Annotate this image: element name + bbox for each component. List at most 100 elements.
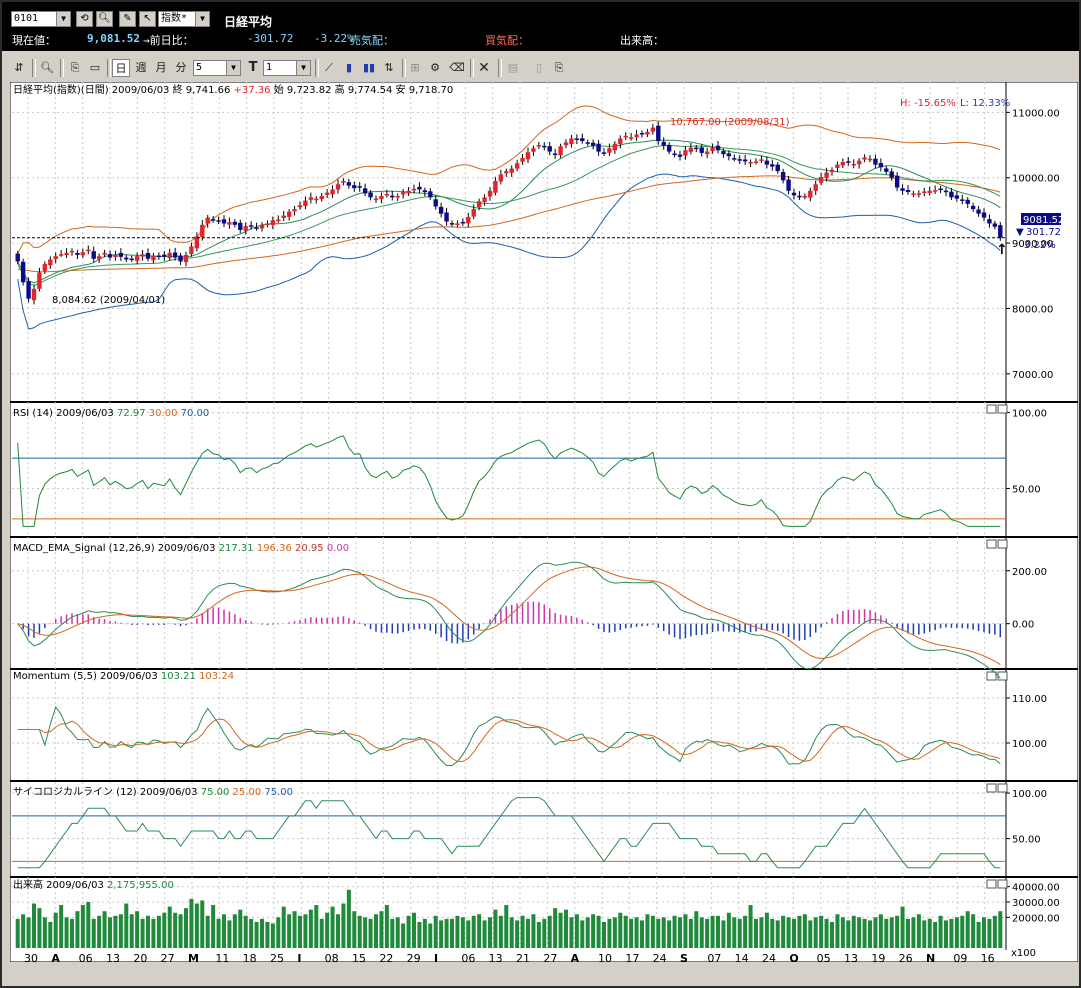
volume-bar: [857, 917, 862, 948]
volume-bar: [824, 918, 829, 948]
candle-body: [802, 196, 808, 198]
volume-bar: [509, 917, 514, 948]
volume-bar: [417, 921, 422, 948]
index-type-combo[interactable]: 指数* ▼: [158, 11, 210, 27]
momentum-panel-title: Momentum (5,5) 2009/06/03 103.21 103.24: [13, 671, 234, 682]
volume-bar: [21, 914, 26, 948]
chevron-down-icon[interactable]: ▼: [226, 61, 240, 75]
candle-body: [829, 169, 835, 173]
candle-body: [672, 153, 677, 156]
volume-bar: [118, 914, 123, 948]
x-axis-tick-label: 09: [953, 952, 967, 962]
candle-body: [314, 198, 319, 201]
x-axis-tick-label: S: [680, 952, 688, 962]
candle-body: [487, 190, 493, 197]
minute-select[interactable]: 5 ▼: [193, 60, 241, 76]
last-change-arrow-icon: ▼: [1016, 227, 1024, 238]
candle-body: [780, 171, 786, 181]
volume-bar: [86, 902, 91, 948]
x-axis-tick-label: 29: [407, 952, 421, 962]
candle-mode-icon[interactable]: ⇵: [14, 61, 24, 74]
period-month-button[interactable]: 月: [155, 61, 167, 74]
x-axis-tick-label: 30: [24, 952, 38, 962]
code-combo[interactable]: 0101 ▼: [11, 11, 71, 27]
export-icon[interactable]: ⎘: [554, 61, 564, 74]
y-axis-tick-label: 0.00: [1012, 620, 1034, 631]
volume-bar: [287, 914, 292, 948]
x-axis-tick-label: 13: [489, 952, 503, 962]
grid-lines: [10, 82, 1078, 950]
x-axis-tick-label: 16: [981, 952, 995, 962]
volume-bar: [553, 908, 558, 948]
volume-bar: [906, 918, 910, 948]
period-week-button[interactable]: 週: [135, 61, 147, 74]
candle-body: [466, 216, 471, 224]
candle-body: [552, 153, 558, 156]
close-icon: [997, 879, 1008, 889]
x-axis-tick-label: 24: [653, 952, 667, 962]
x-axis-tick-label: 25: [270, 952, 284, 962]
zoom-icon[interactable]: 🔍︎: [40, 61, 54, 74]
refresh-icon[interactable]: ⟲: [76, 11, 93, 27]
period-day-button[interactable]: 日: [112, 59, 130, 77]
candle-body: [31, 288, 37, 301]
y-axis-tick-label: 7000.00: [1012, 370, 1053, 381]
pointer-icon[interactable]: ↖: [139, 11, 156, 27]
close-icon[interactable]: ✕: [478, 60, 490, 76]
volume-label: 出来高：: [620, 34, 664, 47]
chart-toolbar: ⇵ 🔍︎ ⎘ ▭ 日 週 月 分 5 ▼ T 1 ▼ ⟋ ▮ ▮▮ ⇅ ⊞ ⚙ …: [2, 54, 1079, 82]
eraser-icon[interactable]: ⌫: [449, 61, 465, 74]
candle-body: [341, 180, 346, 183]
search-icon[interactable]: 🔍︎: [96, 11, 113, 27]
volume-bar: [618, 912, 623, 948]
volume-bar: [488, 917, 492, 948]
candle-body: [970, 205, 976, 210]
candle-body: [656, 125, 661, 142]
tick-value: 1: [266, 62, 273, 73]
edit-icon[interactable]: ✎: [119, 11, 136, 27]
bar-chart-icon[interactable]: ▮: [345, 61, 353, 74]
y-axis-tick-label: 10000.00: [1012, 174, 1060, 185]
bar-chart-alt-icon[interactable]: ▮▮: [362, 61, 376, 74]
volume-bar: [363, 917, 368, 948]
chevron-down-icon[interactable]: ▼: [56, 12, 70, 26]
candle-body: [753, 161, 759, 163]
candle-body: [965, 199, 970, 204]
y-axis-tick-label: 50.00: [1012, 484, 1041, 495]
candle-body: [254, 227, 259, 229]
settings-icon[interactable]: ⚙: [430, 61, 440, 74]
period-minute-button[interactable]: 分: [175, 61, 187, 74]
candle-body: [113, 254, 118, 258]
candle-body: [726, 153, 732, 157]
grid-icon[interactable]: ⊞: [410, 61, 420, 74]
tick-button[interactable]: T: [248, 60, 258, 75]
tick-select[interactable]: 1 ▼: [263, 60, 311, 76]
chevron-down-icon[interactable]: ▼: [296, 61, 310, 75]
volume-bar: [26, 917, 31, 948]
price-change-pct: -3.22%: [314, 32, 354, 45]
arrows-icon[interactable]: ⇅: [384, 61, 394, 74]
candle-body: [37, 272, 42, 289]
volume-bar: [303, 914, 308, 948]
volume-bar: [325, 912, 330, 948]
volume-bar: [140, 918, 145, 948]
candle-body: [384, 194, 390, 196]
page-icon[interactable]: ▯: [535, 61, 543, 74]
copy-icon[interactable]: ⎘: [70, 61, 80, 74]
volume-bar: [802, 914, 807, 948]
volume-bar: [862, 918, 867, 948]
volume-bar: [341, 903, 346, 948]
volume-bar: [433, 915, 438, 948]
buy-quote-label: 買気配：: [485, 34, 529, 47]
trendline-icon[interactable]: ⟋: [325, 61, 333, 74]
candle-body: [650, 127, 656, 132]
layout-icon[interactable]: ▤: [507, 61, 519, 74]
chevron-down-icon[interactable]: ▼: [195, 12, 209, 26]
volume-bar: [808, 920, 813, 948]
paste-icon[interactable]: ▭: [89, 61, 101, 74]
candle-body: [471, 209, 476, 217]
volume-bar: [645, 914, 650, 948]
minute-value: 5: [196, 62, 203, 73]
toolbar-separator: [498, 59, 502, 77]
volume-bar: [336, 914, 340, 948]
